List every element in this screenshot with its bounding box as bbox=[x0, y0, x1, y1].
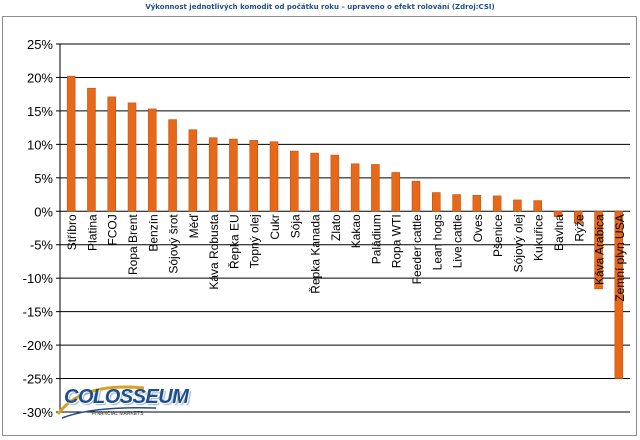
logo-text: COLOSSEUM bbox=[64, 386, 189, 408]
logo-tagline: FINANCIAL MARKETS bbox=[92, 411, 144, 417]
category-label: Sójový olej bbox=[511, 214, 525, 272]
y-tick-label: 25% bbox=[27, 37, 53, 52]
category-label: Rýže bbox=[572, 214, 586, 242]
category-label: Stříbro bbox=[65, 214, 79, 250]
y-tick-label: -15% bbox=[23, 305, 54, 320]
category-label: Sójový šrot bbox=[167, 214, 181, 274]
bar bbox=[391, 172, 400, 212]
bar bbox=[371, 164, 380, 212]
bar bbox=[188, 129, 198, 212]
category-label: Ropa WTI bbox=[390, 214, 404, 268]
bar bbox=[148, 108, 157, 212]
y-tick-label: 5% bbox=[34, 171, 53, 186]
y-tick-label: -25% bbox=[23, 372, 54, 387]
category-label: Zlato bbox=[329, 214, 343, 241]
bar bbox=[229, 138, 238, 212]
bar bbox=[66, 75, 76, 212]
bar bbox=[472, 194, 482, 212]
bar bbox=[533, 200, 542, 212]
category-label: Sója bbox=[288, 214, 302, 238]
category-label: Ropa Brent bbox=[126, 214, 140, 275]
bar bbox=[310, 152, 319, 212]
category-label: Benzín bbox=[146, 214, 160, 251]
bar bbox=[208, 137, 218, 212]
category-label: Live cattle bbox=[451, 214, 465, 268]
bar bbox=[594, 211, 603, 290]
category-label: Řepka EU bbox=[226, 214, 241, 269]
bars bbox=[66, 75, 624, 379]
gridlines bbox=[60, 43, 630, 413]
category-label: FCOJ bbox=[106, 214, 120, 245]
category-label: Kakao bbox=[349, 214, 363, 248]
bar bbox=[452, 194, 461, 212]
y-tick-label: 0% bbox=[34, 204, 53, 219]
category-labels: Stříbro Platina FCOJ Ropa Brent Benzín Sójový… bbox=[65, 214, 627, 302]
bar bbox=[350, 163, 360, 212]
bar bbox=[553, 211, 563, 217]
bar bbox=[168, 119, 177, 212]
category-label: Lean hogs bbox=[430, 214, 444, 270]
bar bbox=[432, 192, 441, 212]
category-label: Zemní plyn USA bbox=[613, 214, 627, 301]
y-axis: 25% 20% 15% 10% 5% 0% -5% -10% -15% -20% -25% -30% bbox=[23, 37, 61, 420]
category-label: Pšenice bbox=[491, 214, 505, 257]
chart-title: Výkonnost jednotlivých komodit od počátk… bbox=[145, 3, 495, 11]
bar bbox=[269, 141, 279, 212]
bar bbox=[411, 180, 421, 212]
colosseum-logo: COLOSSEUM FINANCIAL MARKETS bbox=[52, 378, 189, 428]
category-label: Platina bbox=[85, 214, 99, 251]
category-label: Feeder cattle bbox=[410, 214, 424, 284]
category-label: Oves bbox=[471, 214, 485, 242]
y-tick-label: -10% bbox=[23, 271, 54, 286]
category-label: Kukuřice bbox=[532, 214, 546, 261]
y-tick-label: 15% bbox=[27, 104, 53, 119]
bar bbox=[614, 211, 624, 379]
bar bbox=[290, 150, 299, 212]
bar bbox=[87, 87, 96, 212]
category-label: Řepka Kanada bbox=[308, 214, 323, 294]
category-label: Cukr bbox=[268, 214, 282, 239]
y-tick-label: -20% bbox=[23, 338, 54, 353]
y-tick-label: -5% bbox=[30, 238, 54, 253]
category-label: Káva Arabica bbox=[593, 214, 607, 285]
bar bbox=[513, 199, 522, 212]
y-tick-label: 10% bbox=[27, 137, 53, 152]
bar bbox=[574, 211, 583, 224]
y-tick-label: 20% bbox=[27, 70, 53, 85]
category-label: Paládium bbox=[369, 214, 383, 264]
bar bbox=[330, 154, 340, 212]
category-label: Měď bbox=[187, 214, 201, 239]
bar bbox=[249, 140, 258, 212]
category-label: Káva Robusta bbox=[207, 214, 221, 290]
category-label: Bavlna bbox=[552, 214, 566, 251]
category-label: Topný olej bbox=[248, 214, 262, 268]
bar bbox=[492, 195, 502, 212]
y-tick-label: -30% bbox=[23, 405, 54, 420]
bar bbox=[107, 96, 116, 212]
chart-frame bbox=[2, 16, 637, 436]
bar bbox=[127, 102, 137, 212]
